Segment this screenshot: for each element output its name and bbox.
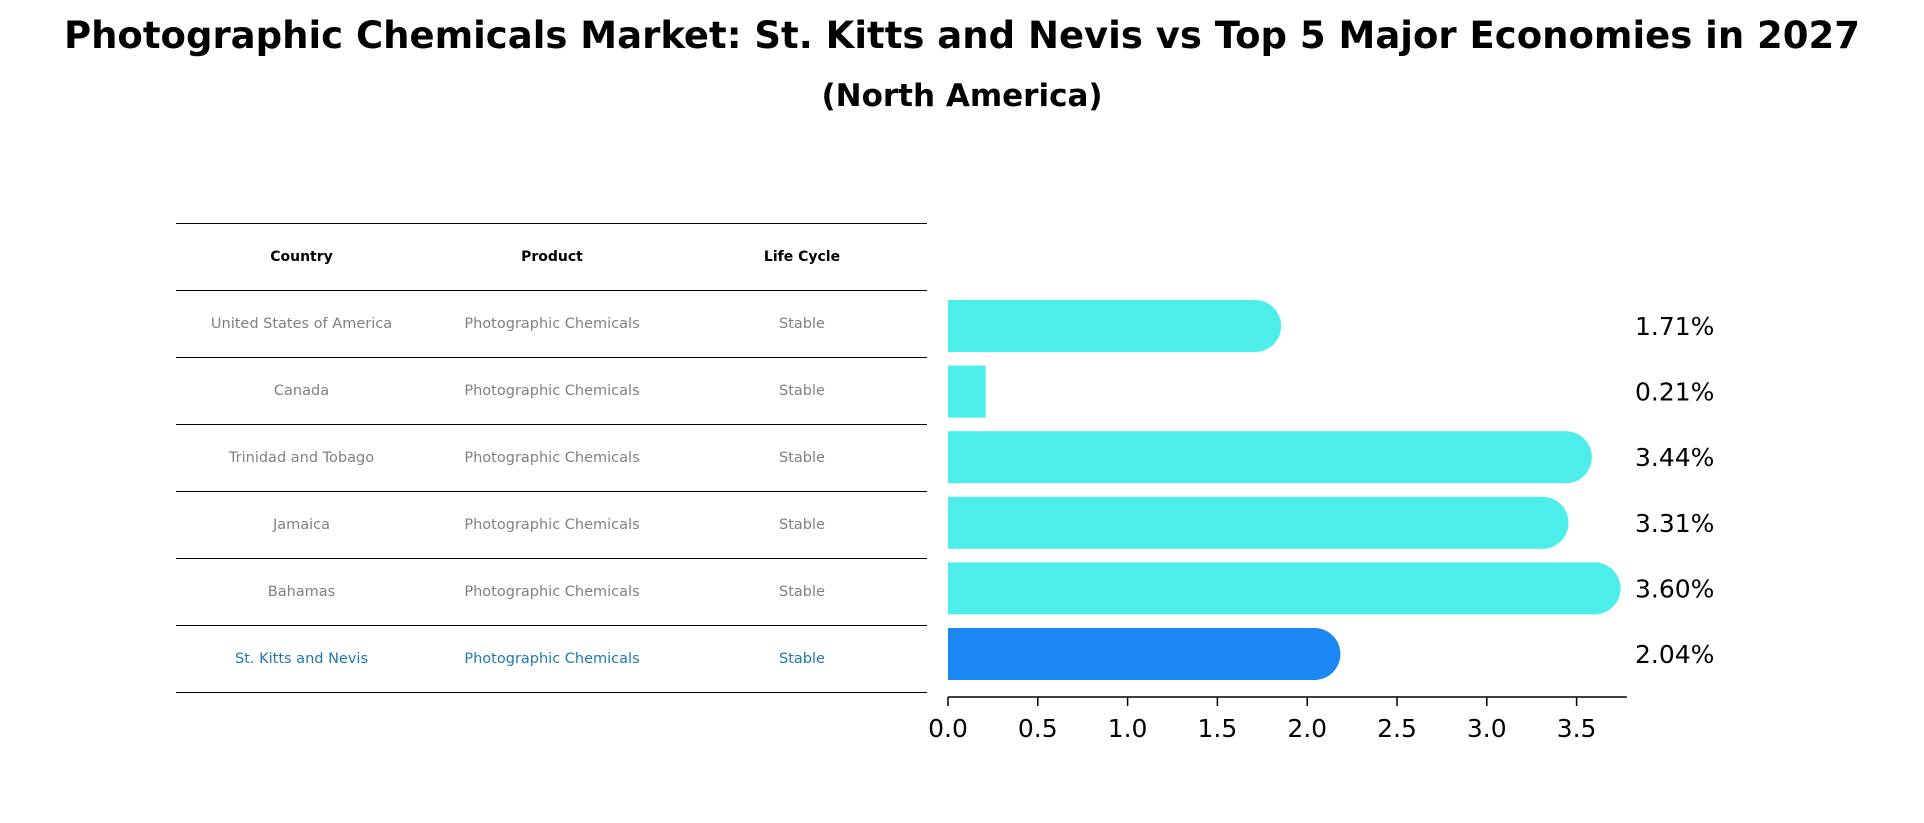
bar-body <box>948 431 1566 484</box>
bar-cap <box>1539 431 1592 484</box>
x-tick-label: 2.0 <box>1287 714 1327 743</box>
table-row: Bahamas Photographic Chemicals Stable <box>176 558 927 626</box>
x-tick-label: 0.5 <box>1018 714 1058 743</box>
bar-body <box>948 300 1256 352</box>
bar <box>948 300 1282 352</box>
cell-life-cycle: Stable <box>677 290 927 358</box>
data-label: 0.21% <box>1635 378 1714 407</box>
bar-cap <box>1516 496 1569 549</box>
cell-product: Photographic Chemicals <box>427 424 677 492</box>
cell-country: Canada <box>176 357 427 425</box>
bar-body <box>948 628 1315 680</box>
data-label: 3.31% <box>1635 509 1714 538</box>
table-row: Canada Photographic Chemicals Stable <box>176 357 927 425</box>
header-country: Country <box>176 223 427 291</box>
x-tick-label: 0.0 <box>928 714 968 743</box>
bar <box>948 431 1592 484</box>
cell-life-cycle: Stable <box>677 491 927 559</box>
data-label: 2.04% <box>1635 640 1714 669</box>
cell-product: Photographic Chemicals <box>427 290 677 358</box>
bar-body <box>948 365 986 418</box>
cell-country: Bahamas <box>176 558 427 626</box>
cell-product: Photographic Chemicals <box>427 357 677 425</box>
bar <box>948 562 1621 615</box>
table-row: Trinidad and Tobago Photographic Chemica… <box>176 424 927 492</box>
x-tick-label: 2.5 <box>1377 714 1417 743</box>
cell-life-cycle: Stable <box>677 558 927 626</box>
bar-cap <box>1229 300 1282 352</box>
table-row-highlighted: St. Kitts and Nevis Photographic Chemica… <box>176 625 927 693</box>
cell-product: Photographic Chemicals <box>427 625 677 693</box>
x-tick-label: 3.5 <box>1557 714 1597 743</box>
bar-cap <box>1288 628 1341 680</box>
x-tick-label: 1.0 <box>1108 714 1148 743</box>
header-life-cycle: Life Cycle <box>677 223 927 291</box>
cell-country: St. Kitts and Nevis <box>176 625 427 693</box>
data-label: 3.60% <box>1635 574 1714 603</box>
bar-body <box>948 496 1543 549</box>
table-header-row: Country Product Life Cycle <box>176 223 927 291</box>
data-table: Country Product Life Cycle United States… <box>176 223 927 693</box>
cell-country: Jamaica <box>176 491 427 559</box>
bar-body <box>948 562 1595 615</box>
header-product: Product <box>427 223 677 291</box>
cell-life-cycle: Stable <box>677 424 927 492</box>
bar-highlighted <box>948 628 1341 680</box>
chart-title: Photographic Chemicals Market: St. Kitts… <box>63 14 1861 57</box>
chart-subtitle: (North America) <box>821 78 1103 114</box>
table-row: Jamaica Photographic Chemicals Stable <box>176 491 927 559</box>
data-label: 3.44% <box>1635 443 1714 472</box>
cell-country: United States of America <box>176 290 427 358</box>
data-label: 1.71% <box>1635 312 1714 341</box>
x-tick-label: 3.0 <box>1467 714 1507 743</box>
bar-cap <box>1568 562 1621 615</box>
cell-product: Photographic Chemicals <box>427 558 677 626</box>
bar <box>948 496 1569 549</box>
table-row: United States of America Photographic Ch… <box>176 290 927 358</box>
cell-life-cycle: Stable <box>677 357 927 425</box>
bar <box>948 365 986 418</box>
cell-country: Trinidad and Tobago <box>176 424 427 492</box>
cell-product: Photographic Chemicals <box>427 491 677 559</box>
cell-life-cycle: Stable <box>677 625 927 693</box>
x-tick-label: 1.5 <box>1198 714 1238 743</box>
